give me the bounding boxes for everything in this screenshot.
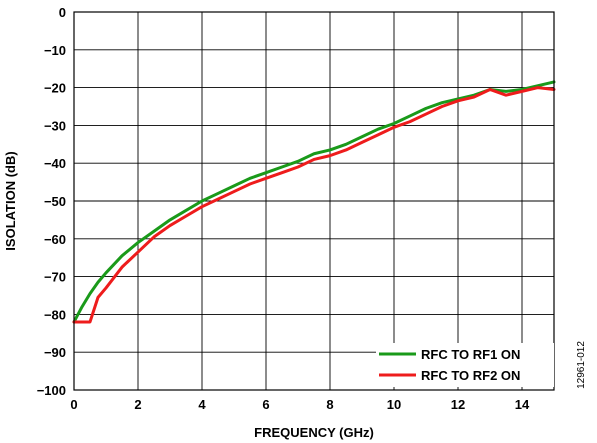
y-tick-label: −30 <box>44 118 66 133</box>
y-tick-label: −80 <box>44 307 66 322</box>
y-tick-label: −10 <box>44 43 66 58</box>
figure-id-label: 12961-012 <box>576 341 587 389</box>
series-line-2 <box>72 86 556 324</box>
y-tick-labels: 0 −10 −20 −30 −40 −50 −60 −70 −80 −90 −100 <box>37 5 66 398</box>
legend-background <box>376 343 554 387</box>
legend-label-1: RFC TO RF1 ON <box>421 347 520 362</box>
x-tick-label: 2 <box>134 397 141 412</box>
x-tick-label: 6 <box>262 397 269 412</box>
plot-frame <box>73 11 555 391</box>
x-tick-label: 8 <box>326 397 333 412</box>
legend: RFC TO RF1 ON RFC TO RF2 ON <box>376 343 554 387</box>
series-lines <box>72 80 556 324</box>
x-axis-title: FREQUENCY (GHz) <box>254 425 374 440</box>
y-tick-label: −90 <box>44 345 66 360</box>
x-tick-label: 4 <box>198 397 206 412</box>
y-tick-label: −60 <box>44 232 66 247</box>
y-tick-label: −40 <box>44 156 66 171</box>
x-tick-label: 10 <box>387 397 401 412</box>
y-tick-label: 0 <box>59 5 66 20</box>
x-tick-label: 0 <box>70 397 77 412</box>
x-tick-labels: 0 2 4 6 8 10 12 14 <box>70 397 530 412</box>
y-tick-label: −70 <box>44 270 66 285</box>
y-tick-label: −50 <box>44 194 66 209</box>
y-tick-label: −100 <box>37 383 66 398</box>
y-tick-label: −20 <box>44 81 66 96</box>
y-axis-title: ISOLATION (dB) <box>3 151 18 250</box>
x-tick-label: 14 <box>515 397 530 412</box>
legend-label-2: RFC TO RF2 ON <box>421 368 520 383</box>
x-tick-label: 12 <box>451 397 465 412</box>
series-line-1 <box>72 80 556 324</box>
